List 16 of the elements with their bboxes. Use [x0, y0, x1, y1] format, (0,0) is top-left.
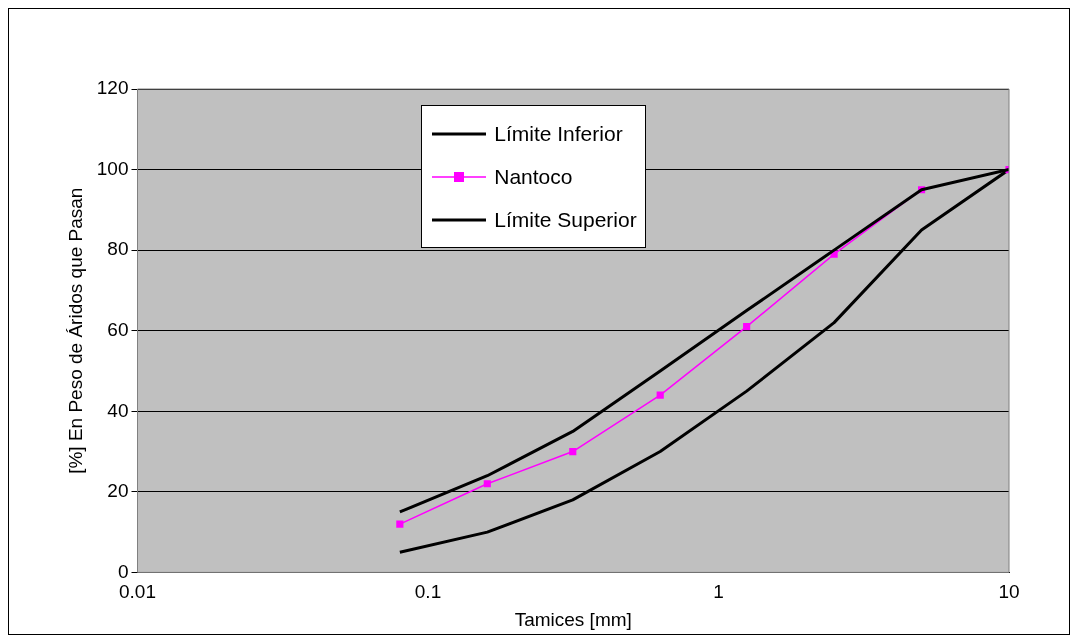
x-tick-label: 0.1 — [414, 581, 442, 603]
y-axis-title: [%] En Peso de Áridos que Pasan — [64, 187, 86, 474]
legend-label: Nantoco — [494, 164, 573, 189]
x-tick-label: 0.01 — [119, 581, 156, 603]
y-tick-label: 60 — [107, 318, 129, 340]
y-tick-label: 120 — [96, 77, 129, 99]
legend-label: Límite Superior — [494, 207, 637, 232]
y-tick-label: 100 — [96, 157, 129, 179]
x-tick-label: 10 — [998, 581, 1020, 603]
y-tick-label: 20 — [107, 480, 129, 502]
x-tick-label: 1 — [713, 581, 724, 603]
x-axis-title: Tamices [mm] — [514, 608, 632, 630]
y-tick-label: 80 — [107, 238, 129, 260]
y-tick-label: 0 — [117, 560, 129, 582]
legend-label: Límite Inferior — [494, 121, 623, 146]
y-tick-label: 40 — [107, 399, 129, 421]
